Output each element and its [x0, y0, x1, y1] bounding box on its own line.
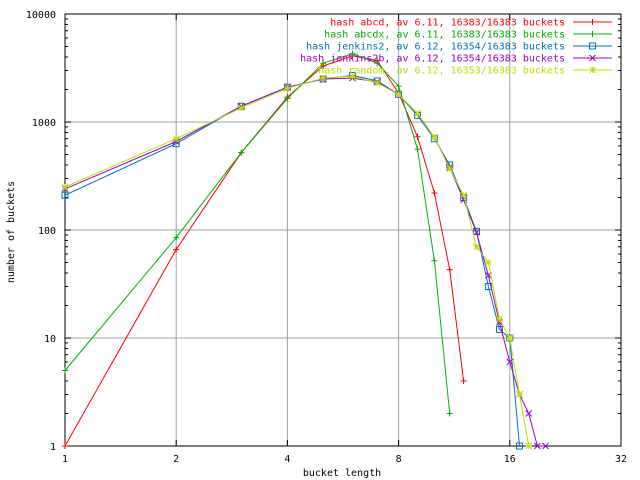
data-point: [414, 110, 421, 117]
axes: [64, 13, 622, 447]
data-point: [473, 243, 480, 251]
data-point: [414, 133, 421, 140]
data-point: [506, 334, 514, 342]
legend-entry: hash random, av 6.12, 16353/16383 bucket…: [318, 66, 612, 77]
data-point: [542, 442, 549, 450]
x-tick-label: 32: [615, 454, 627, 465]
legend-entry: hash jenkins2b, av 6.12, 16354/16383 buc…: [300, 54, 612, 65]
x-tick-label: 1: [62, 454, 68, 465]
data-point: [431, 134, 438, 141]
data-point: [485, 259, 492, 266]
data-point: [496, 315, 503, 323]
data-point: [237, 104, 245, 112]
legend: hash abcd, av 6.11, 16383/16383 bucketsh…: [300, 18, 612, 77]
data-point: [460, 191, 468, 199]
legend-label: hash abcdx, av 6.11, 16383/16383 buckets: [324, 30, 565, 41]
data-point: [446, 410, 453, 417]
data-point: [525, 410, 533, 417]
y-axis-label: number of buckets: [6, 181, 17, 283]
data-point: [62, 443, 68, 449]
data-point: [173, 234, 180, 241]
legend-entry: hash abcd, av 6.11, 16383/16383 buckets: [330, 18, 612, 29]
data-point: [589, 31, 596, 37]
data-point: [506, 358, 514, 366]
plot-frame: [64, 13, 622, 447]
y-tick-label: 10: [44, 334, 56, 345]
data-point: [431, 190, 438, 197]
data-point: [460, 377, 467, 384]
y-tick-label: 1000: [32, 118, 56, 129]
data-point: [373, 79, 381, 87]
legend-label: hash random, av 6.12, 16353/16383 bucket…: [318, 66, 565, 77]
series-2: [62, 50, 453, 417]
x-tick-label: 4: [284, 454, 290, 465]
data-point: [284, 84, 291, 92]
series-line: [64, 74, 520, 447]
y-tick-label: 100: [38, 226, 56, 237]
y-tick-labels: 1 10 100 1000 10000: [26, 10, 56, 453]
data-point: [589, 66, 596, 74]
legend-label: hash jenkins2b, av 6.12, 16354/16383 buc…: [300, 54, 565, 65]
data-point: [589, 19, 596, 25]
series-5: [61, 72, 533, 450]
data-point: [516, 442, 524, 450]
data-point: [446, 266, 453, 273]
data-point: [589, 54, 596, 62]
data-point: [414, 146, 421, 153]
data-point: [473, 229, 480, 236]
series-line: [64, 55, 465, 447]
legend-label: hash jenkins2, av 6.12, 16354/16383 buck…: [306, 42, 565, 53]
data-point: [349, 50, 356, 57]
series-layer: [61, 50, 549, 450]
x-axis-label: bucket length: [303, 468, 381, 479]
data-point: [284, 95, 291, 102]
x-tick-label: 2: [173, 454, 179, 465]
y-tick-label: 10000: [26, 10, 56, 21]
data-point: [431, 257, 438, 264]
data-point: [495, 325, 503, 333]
data-point: [238, 149, 245, 156]
series-line: [64, 75, 530, 447]
legend-entry: hash abcdx, av 6.11, 16383/16383 buckets: [324, 30, 612, 41]
x-tick-label: 8: [396, 454, 402, 465]
data-point: [496, 318, 503, 326]
series-3: [61, 71, 524, 450]
data-point: [61, 191, 69, 199]
data-point: [589, 42, 596, 50]
x-tick-labels: 1 2 4 8 16 32: [62, 454, 627, 465]
data-point: [395, 91, 402, 98]
legend-entry: hash jenkins2, av 6.12, 16354/16383 buck…: [306, 42, 612, 53]
data-point: [446, 165, 454, 172]
data-point: [349, 72, 356, 80]
data-point: [374, 60, 381, 67]
series-line: [64, 77, 546, 447]
x-tick-label: 16: [504, 454, 516, 465]
data-point: [395, 83, 402, 90]
data-point: [319, 74, 327, 82]
legend-label: hash abcd, av 6.11, 16383/16383 buckets: [330, 18, 565, 29]
data-point: [173, 246, 180, 253]
data-point: [172, 135, 180, 143]
y-tick-label: 1: [50, 442, 56, 453]
data-point: [62, 367, 68, 374]
data-point: [525, 442, 533, 450]
series-4: [61, 74, 549, 450]
series-line: [64, 53, 451, 414]
data-point: [61, 183, 69, 191]
data-point: [320, 60, 327, 67]
data-point: [534, 442, 541, 450]
data-point: [472, 227, 480, 235]
data-point: [516, 391, 523, 398]
